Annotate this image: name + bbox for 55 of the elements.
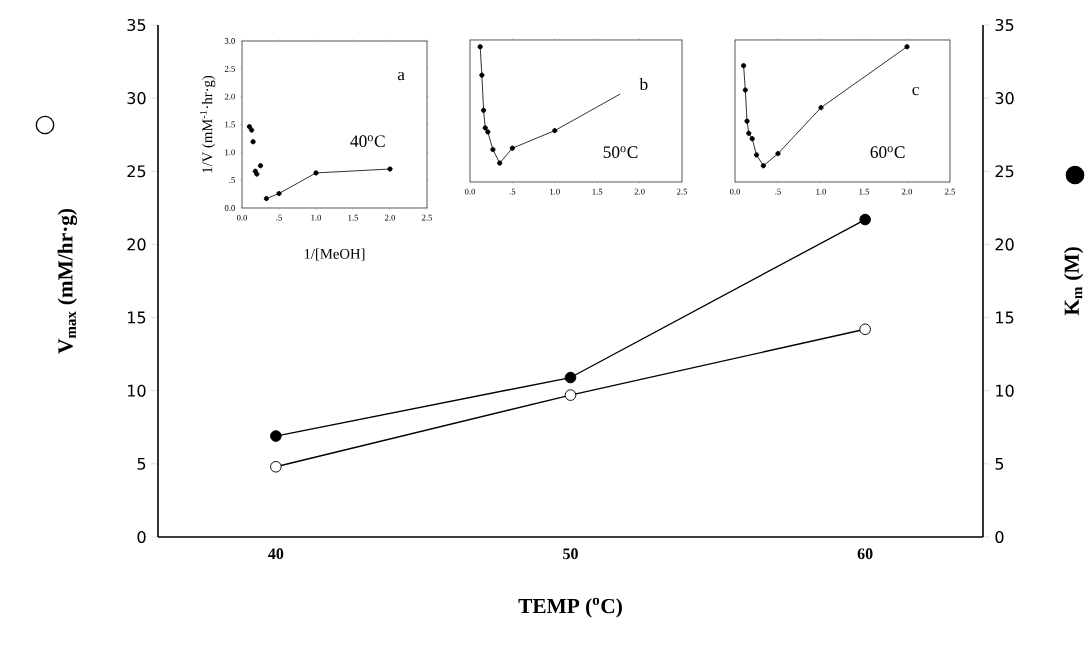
y-tick-label: .5 <box>229 177 235 184</box>
x-tick-label: 2.5 <box>421 214 433 221</box>
annotation: 60$^{o}$C <box>870 146 905 159</box>
y-tick-label: 35 <box>127 18 146 32</box>
y-tick-label: 20 <box>127 238 146 251</box>
annotation: 50$^{o}$C <box>603 146 638 159</box>
x-tick-label: 1.5 <box>592 188 603 195</box>
annotation: c <box>912 86 919 96</box>
y-tick-label: 30 <box>127 92 146 105</box>
x-tick-label: 60 <box>857 548 873 560</box>
x-tick-label: 1.5 <box>859 188 870 195</box>
x-tick-label: 1.5 <box>348 214 359 221</box>
y2-tick-label: 15 <box>996 311 1014 324</box>
y2-tick-label: 0 <box>995 530 1004 544</box>
x-tick-label: 0.0 <box>464 188 476 195</box>
x-tick-label: 1.0 <box>816 188 827 195</box>
x-tick-label: 50 <box>563 548 578 560</box>
x-tick-label: 40 <box>268 548 284 560</box>
y-tick-label: 0.0 <box>224 205 235 211</box>
y2-tick-label: 5 <box>995 457 1004 470</box>
y-tick-label: 2.0 <box>224 93 235 100</box>
y-tick-label: 0 <box>137 530 146 544</box>
annotation: b <box>639 77 648 91</box>
x-tick-label: 0.0 <box>236 214 248 221</box>
y2-tick-label: 25 <box>995 165 1014 178</box>
x-tick-label: .5 <box>775 188 781 195</box>
y-axis-title: 1/V (mM$^{-1}$·hr·g) <box>200 75 216 173</box>
x-tick-label: 1.0 <box>550 188 560 195</box>
y-tick-label: 1.0 <box>225 149 235 156</box>
x-tick-label: 2.5 <box>944 188 956 195</box>
y-tick-label: 25 <box>127 165 146 178</box>
x-axis-title: 1/[MeOH] <box>304 248 365 261</box>
x-tick-label: .5 <box>276 214 282 221</box>
x-tick-label: 2.0 <box>634 188 645 195</box>
x-tick-label: 1.0 <box>311 214 322 221</box>
y2-tick-label: 35 <box>995 18 1014 32</box>
y-tick-label: 2.5 <box>224 65 235 72</box>
x-tick-label: .5 <box>509 188 516 195</box>
y-tick-label: 3.0 <box>224 38 235 44</box>
x-tick-label: 2.0 <box>901 188 913 195</box>
y2-tick-label: 20 <box>995 238 1014 251</box>
x-tick-label: 2.5 <box>676 188 688 195</box>
x-axis-title: TEMP ($^{o}$C) <box>518 597 622 618</box>
y-tick-label: 15 <box>128 311 146 324</box>
y2-tick-label: 30 <box>995 92 1014 105</box>
y-tick-label: 5 <box>137 457 146 470</box>
y2-axis-title: K$_{m}$ (M) <box>1063 247 1084 316</box>
y-tick-label: 10 <box>128 384 146 397</box>
y-tick-label: 1.5 <box>225 121 235 128</box>
y-axis-title: V$_{max}$ (mM/hr·g) <box>57 208 78 354</box>
annotation: a <box>397 71 405 81</box>
y2-tick-label: 10 <box>996 384 1014 397</box>
x-tick-label: 2.0 <box>384 214 396 221</box>
x-tick-label: 0.0 <box>729 188 741 195</box>
annotation: 40$^{o}$C <box>350 135 385 148</box>
